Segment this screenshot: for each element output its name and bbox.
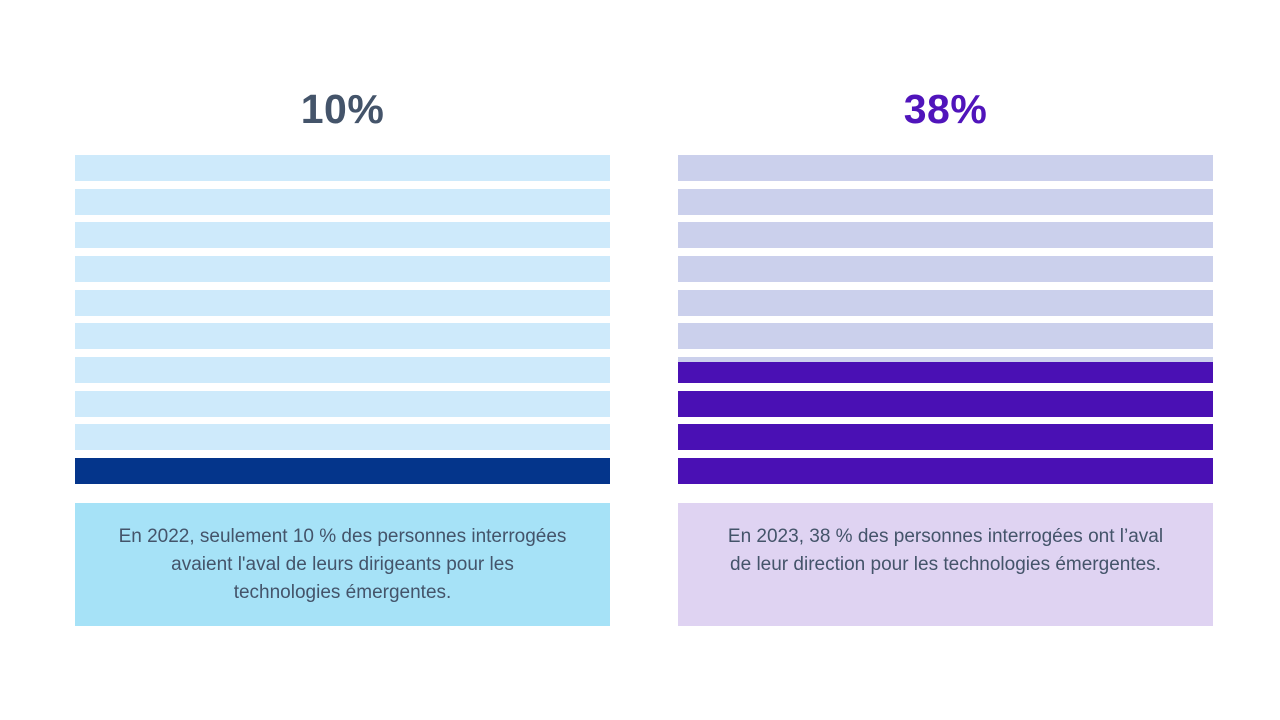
panel-2022: 10% En 2022, seulement 10 % des personne… bbox=[75, 0, 610, 720]
stripe-bar bbox=[75, 155, 610, 181]
caption-line: avaient l'aval de leurs dirigeants pour … bbox=[171, 554, 514, 575]
stripe-bar bbox=[75, 356, 610, 383]
stripe-bar bbox=[678, 188, 1213, 215]
stripe-bar-fill bbox=[678, 457, 1213, 484]
percent-title-2023: 38% bbox=[903, 86, 988, 132]
stripe-bar-fill bbox=[678, 390, 1213, 417]
caption-line: En 2022, seulement 10 % des personnes in… bbox=[118, 526, 567, 547]
stripe-bar bbox=[75, 255, 610, 282]
caption-line: de leur direction pour les technologies … bbox=[730, 554, 1161, 575]
stripe-bar bbox=[75, 222, 610, 249]
bar-stack-2022 bbox=[75, 155, 610, 484]
stripe-bar-fill bbox=[75, 457, 610, 484]
stripe-bar bbox=[678, 457, 1213, 484]
percent-title-2022: 10% bbox=[300, 86, 385, 132]
stripe-bar bbox=[678, 356, 1213, 383]
caption-box-2023: En 2023, 38 % des personnes interrogées … bbox=[678, 503, 1213, 626]
caption-line: technologies émergentes. bbox=[233, 582, 452, 603]
panel-2023: 38% En 2023, 38 % des personnes interrog… bbox=[678, 0, 1213, 720]
stripe-bar bbox=[75, 457, 610, 484]
stripe-bar-fill bbox=[678, 362, 1213, 383]
bar-stack-2023 bbox=[678, 155, 1213, 484]
stripe-bar bbox=[678, 222, 1213, 249]
caption-box-2022: En 2022, seulement 10 % des personnes in… bbox=[75, 503, 610, 626]
caption-line: En 2023, 38 % des personnes interrogées … bbox=[727, 526, 1164, 547]
stripe-bar bbox=[678, 323, 1213, 350]
stripe-bar bbox=[678, 390, 1213, 417]
stripe-bar bbox=[75, 390, 610, 417]
stripe-bar bbox=[678, 155, 1213, 181]
stripe-bar bbox=[75, 323, 610, 350]
stripe-bar bbox=[678, 255, 1213, 282]
stripe-bar-fill bbox=[678, 424, 1213, 451]
stripe-bar bbox=[75, 289, 610, 316]
stripe-bar bbox=[75, 424, 610, 451]
stripe-bar bbox=[75, 188, 610, 215]
stripe-bar bbox=[678, 424, 1213, 451]
stripe-bar bbox=[678, 289, 1213, 316]
